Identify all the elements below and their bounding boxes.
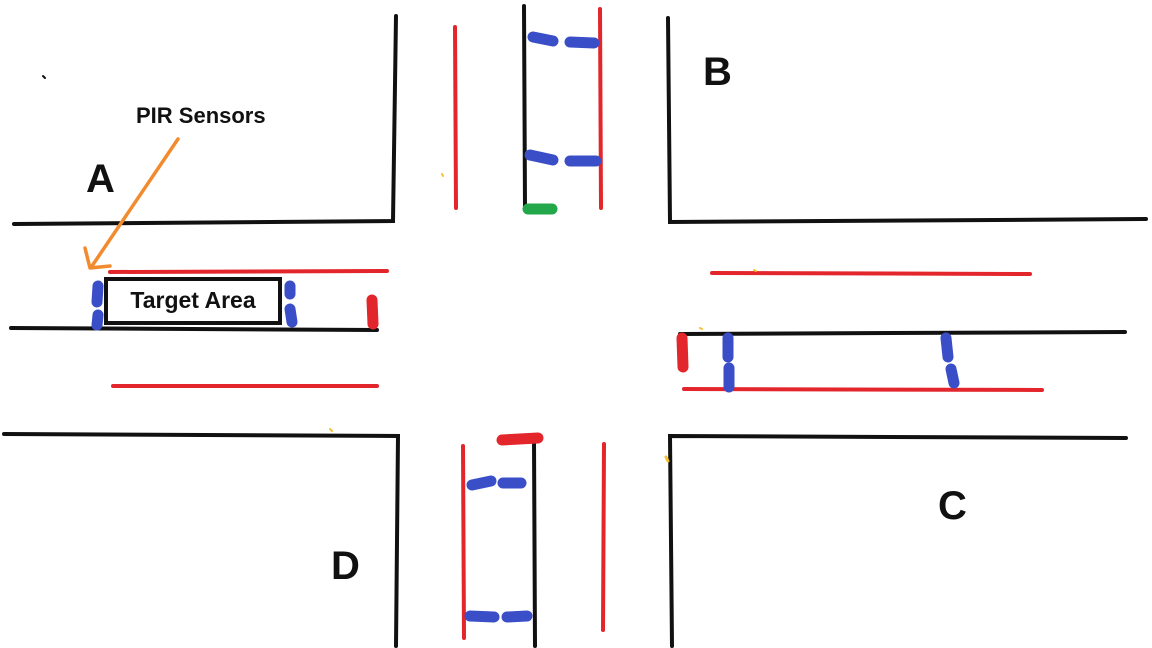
signal-red-south xyxy=(496,432,544,446)
signals xyxy=(366,203,689,446)
sensor-north-1b xyxy=(564,36,600,49)
south-road-divider xyxy=(532,438,537,648)
north-lane-line-right xyxy=(598,7,603,210)
east-road-divider xyxy=(678,330,1127,336)
quadrant-labels: A B C D xyxy=(86,50,967,588)
sensor-south-2b xyxy=(501,610,533,623)
north-lane-line-left xyxy=(453,25,458,210)
road-edge-b-corner xyxy=(666,16,1148,225)
quadrant-label-c: C xyxy=(938,484,967,528)
road-edge-c-corner xyxy=(667,433,1128,648)
stray-dot-yellow-2 xyxy=(329,428,333,432)
west-lane-line-top xyxy=(108,269,389,274)
sensor-west-1a xyxy=(91,280,104,308)
quadrant-label-a: A xyxy=(86,157,115,201)
target-area-frame xyxy=(104,277,282,325)
sensor-east-2b xyxy=(945,363,960,389)
signal-red-west xyxy=(366,294,379,330)
west-road-divider xyxy=(9,326,379,332)
north-road-divider xyxy=(522,4,527,210)
pir-sensors xyxy=(91,31,960,623)
quadrant-label-d: D xyxy=(331,544,360,588)
stray-dot-yellow-1 xyxy=(441,173,444,177)
pir-callout: PIR Sensors xyxy=(83,103,266,270)
signal-red-east xyxy=(676,332,689,373)
callout-label: PIR Sensors xyxy=(136,103,266,128)
stray-dot-black xyxy=(42,75,46,79)
stray-marks xyxy=(42,75,757,463)
target-area-box: Target Area xyxy=(104,277,282,325)
callout-arrowhead xyxy=(83,246,112,270)
stray-dot-yellow-4 xyxy=(753,269,757,272)
stray-dot-yellow-3 xyxy=(664,455,670,463)
callout-arrow-shaft xyxy=(90,137,180,268)
sensor-west-1b xyxy=(91,309,104,331)
sensor-north-2a xyxy=(524,149,559,166)
quadrant-label-b: B xyxy=(703,50,732,94)
east-lane-line-top xyxy=(710,271,1032,276)
south-lane-line-right xyxy=(601,442,606,632)
south-lane-line-left xyxy=(461,444,466,640)
sensor-south-2a xyxy=(464,610,500,623)
road-edges xyxy=(2,4,1148,648)
sensor-west-2b xyxy=(284,303,298,328)
target-area-label: Target Area xyxy=(130,287,255,313)
road-edge-a-corner xyxy=(12,14,398,226)
east-lane-line-bottom xyxy=(682,387,1044,392)
sensor-south-1a xyxy=(466,475,497,491)
sensor-north-1a xyxy=(527,31,559,47)
road-edge-d-corner xyxy=(2,432,401,648)
sensor-east-2a xyxy=(940,332,954,363)
lane-lines xyxy=(108,7,1044,640)
stray-dot-yellow-5 xyxy=(699,327,703,330)
